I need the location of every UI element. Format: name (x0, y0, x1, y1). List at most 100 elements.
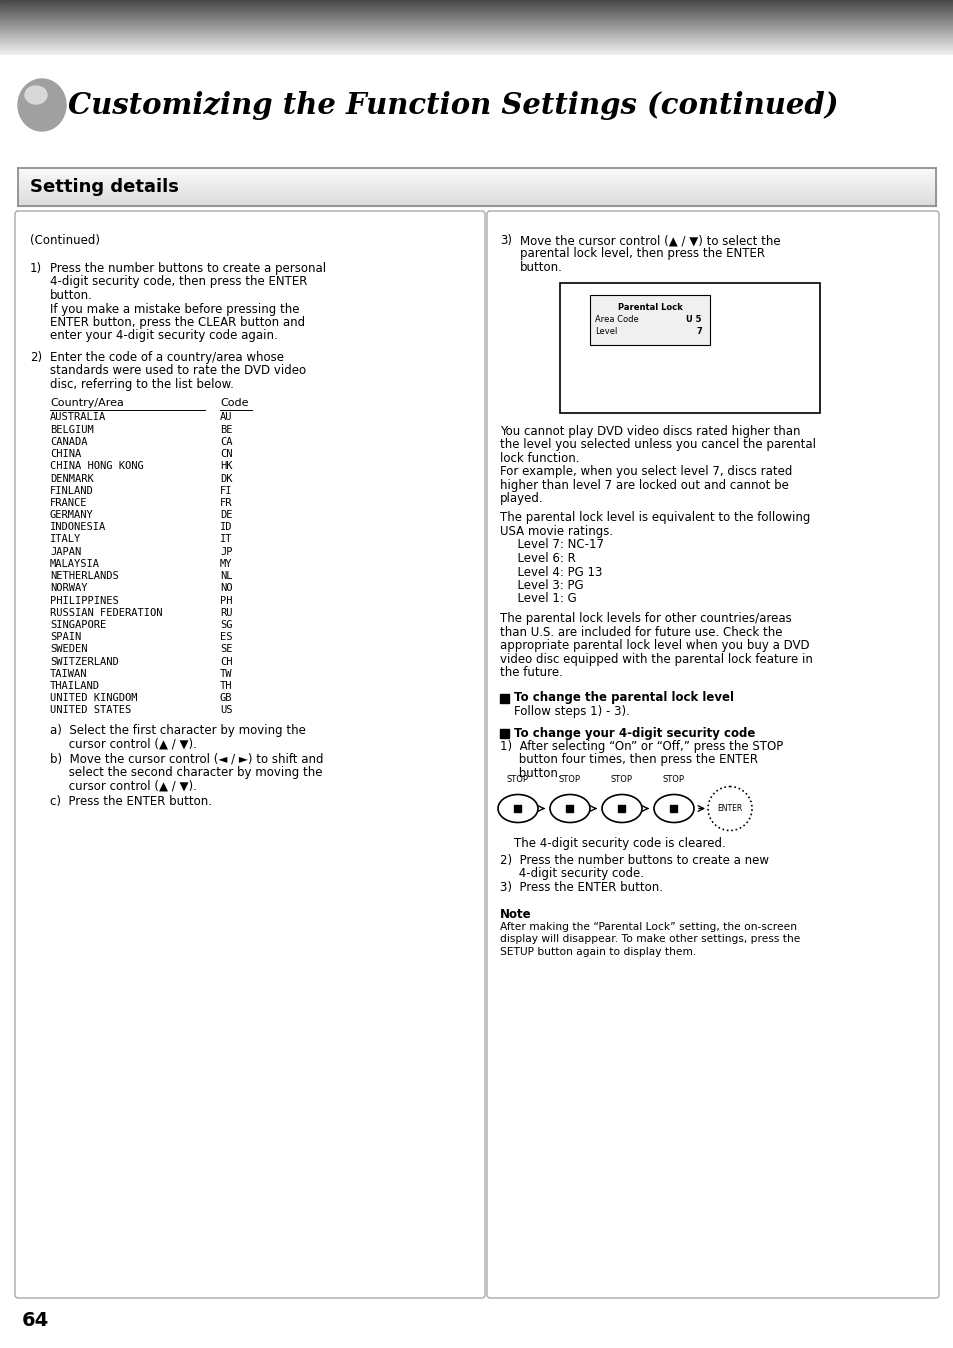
Text: FR: FR (220, 497, 233, 508)
Text: Level 7: NC-17: Level 7: NC-17 (510, 538, 603, 551)
Text: HK: HK (220, 461, 233, 472)
Text: button four times, then press the ENTER: button four times, then press the ENTER (499, 754, 758, 767)
Text: CANADA: CANADA (50, 437, 88, 448)
Text: Level 3: PG: Level 3: PG (510, 580, 583, 592)
Circle shape (707, 786, 751, 830)
Text: Follow steps 1) - 3).: Follow steps 1) - 3). (514, 705, 629, 718)
Text: the future.: the future. (499, 666, 562, 679)
Text: enter your 4-digit security code again.: enter your 4-digit security code again. (50, 329, 277, 342)
Text: SPAIN: SPAIN (50, 632, 81, 642)
Text: RU: RU (220, 608, 233, 617)
Text: Setting details: Setting details (30, 178, 179, 195)
Text: UNITED STATES: UNITED STATES (50, 705, 132, 716)
Text: PH: PH (220, 596, 233, 605)
Text: TW: TW (220, 669, 233, 678)
Text: The parental lock level is equivalent to the following: The parental lock level is equivalent to… (499, 511, 809, 524)
Text: ENTER button, press the CLEAR button and: ENTER button, press the CLEAR button and (50, 315, 305, 329)
Text: cursor control (▲ / ▼).: cursor control (▲ / ▼). (50, 737, 196, 749)
Text: Area Code: Area Code (595, 314, 639, 324)
Text: BE: BE (220, 425, 233, 434)
Ellipse shape (25, 86, 47, 104)
Text: ES: ES (220, 632, 233, 642)
Text: BELGIUM: BELGIUM (50, 425, 93, 434)
Text: ENTER: ENTER (717, 803, 741, 813)
Text: 2)  Press the number buttons to create a new: 2) Press the number buttons to create a … (499, 855, 768, 867)
Text: select the second character by moving the: select the second character by moving th… (50, 766, 322, 779)
Text: than U.S. are included for future use. Check the: than U.S. are included for future use. C… (499, 625, 781, 639)
Text: PHILIPPINES: PHILIPPINES (50, 596, 118, 605)
Text: lock function.: lock function. (499, 452, 578, 465)
Ellipse shape (18, 80, 66, 131)
Text: (Continued): (Continued) (30, 235, 100, 247)
Text: For example, when you select level 7, discs rated: For example, when you select level 7, di… (499, 465, 792, 479)
Text: ITALY: ITALY (50, 535, 81, 545)
Text: appropriate parental lock level when you buy a DVD: appropriate parental lock level when you… (499, 639, 809, 652)
Ellipse shape (550, 794, 589, 822)
Bar (559, 283, 820, 412)
Text: CH: CH (220, 656, 233, 666)
Text: AU: AU (220, 412, 233, 422)
Text: 2): 2) (30, 350, 42, 364)
Text: ID: ID (220, 522, 233, 532)
Text: Level: Level (595, 326, 617, 336)
Text: USA movie ratings.: USA movie ratings. (499, 524, 613, 538)
Text: THAILAND: THAILAND (50, 681, 100, 692)
Text: Level 1: G: Level 1: G (510, 593, 577, 605)
Text: RUSSIAN FEDERATION: RUSSIAN FEDERATION (50, 608, 162, 617)
Text: You cannot play DVD video discs rated higher than: You cannot play DVD video discs rated hi… (499, 425, 800, 438)
Text: Customizing the Function Settings (continued): Customizing the Function Settings (conti… (68, 90, 838, 120)
Text: STOP: STOP (558, 775, 580, 785)
Bar (499, 728, 509, 737)
Text: NORWAY: NORWAY (50, 584, 88, 593)
Text: higher than level 7 are locked out and cannot be: higher than level 7 are locked out and c… (499, 479, 788, 492)
Text: parental lock level, then press the ENTER: parental lock level, then press the ENTE… (519, 248, 764, 260)
Text: CHINA: CHINA (50, 449, 81, 460)
Text: 1)  After selecting “On” or “Off,” press the STOP: 1) After selecting “On” or “Off,” press … (499, 740, 782, 754)
Text: FI: FI (220, 485, 233, 496)
Text: b)  Move the cursor control (◄ / ►) to shift and: b) Move the cursor control (◄ / ►) to sh… (50, 752, 323, 766)
Text: button.: button. (519, 262, 562, 274)
Text: AUSTRALIA: AUSTRALIA (50, 412, 106, 422)
Bar (499, 693, 509, 702)
Text: The parental lock levels for other countries/areas: The parental lock levels for other count… (499, 612, 791, 625)
Text: cursor control (▲ / ▼).: cursor control (▲ / ▼). (50, 779, 196, 793)
Text: Code: Code (220, 398, 248, 407)
Text: FINLAND: FINLAND (50, 485, 93, 496)
Text: SE: SE (220, 644, 233, 654)
Bar (670, 805, 677, 811)
Text: JP: JP (220, 547, 233, 557)
Text: SINGAPORE: SINGAPORE (50, 620, 106, 630)
Text: the level you selected unless you cancel the parental: the level you selected unless you cancel… (499, 438, 815, 452)
Text: FRANCE: FRANCE (50, 497, 88, 508)
Text: 64: 64 (22, 1312, 50, 1330)
Text: DK: DK (220, 473, 233, 484)
Ellipse shape (601, 794, 641, 822)
Text: JAPAN: JAPAN (50, 547, 81, 557)
Text: DENMARK: DENMARK (50, 473, 93, 484)
Text: button.: button. (50, 288, 92, 302)
Text: U 5: U 5 (686, 314, 701, 324)
Text: SETUP button again to display them.: SETUP button again to display them. (499, 948, 696, 957)
Ellipse shape (654, 794, 693, 822)
Text: If you make a mistake before pressing the: If you make a mistake before pressing th… (50, 302, 299, 315)
Text: CN: CN (220, 449, 233, 460)
Text: Level 6: R: Level 6: R (510, 551, 576, 565)
Text: Note: Note (499, 909, 531, 922)
Text: CHINA HONG KONG: CHINA HONG KONG (50, 461, 144, 472)
Text: button.: button. (499, 767, 561, 780)
Text: To change your 4-digit security code: To change your 4-digit security code (514, 727, 755, 740)
Text: Level 4: PG 13: Level 4: PG 13 (510, 566, 601, 578)
Bar (566, 805, 573, 811)
Text: UNITED KINGDOM: UNITED KINGDOM (50, 693, 137, 704)
Text: 4-digit security code.: 4-digit security code. (499, 868, 643, 880)
Bar (618, 805, 625, 811)
Text: MALAYSIA: MALAYSIA (50, 559, 100, 569)
Text: US: US (220, 705, 233, 716)
Text: The 4-digit security code is cleared.: The 4-digit security code is cleared. (514, 837, 725, 849)
Text: DE: DE (220, 510, 233, 520)
Text: TH: TH (220, 681, 233, 692)
Text: video disc equipped with the parental lock feature in: video disc equipped with the parental lo… (499, 652, 812, 666)
Text: To change the parental lock level: To change the parental lock level (514, 692, 733, 705)
Bar (514, 805, 521, 811)
Text: played.: played. (499, 492, 543, 506)
